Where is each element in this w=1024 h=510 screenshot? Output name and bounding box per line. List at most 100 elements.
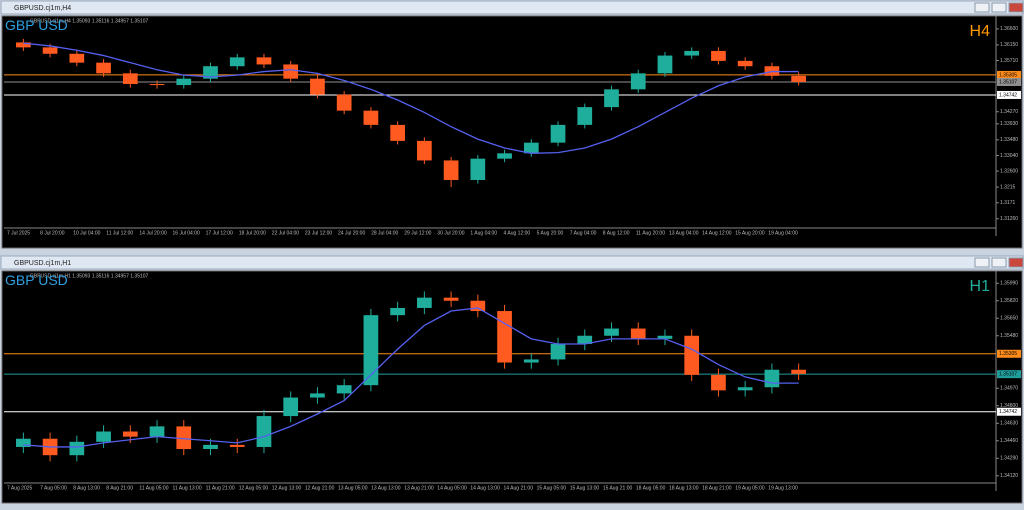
price-label: 1.35107 — [999, 371, 1017, 377]
x-tick-label: 13 Aug 04:00 — [669, 230, 699, 236]
candle-body — [203, 66, 218, 79]
window-button[interactable] — [974, 257, 990, 268]
candle-body — [336, 385, 352, 394]
y-tick-label: 1.36150 — [1000, 42, 1018, 48]
candle-body — [256, 416, 272, 447]
candle-body — [256, 57, 272, 65]
timeframe-label: H1 — [970, 278, 991, 295]
candle-body — [550, 343, 566, 360]
candle-body — [363, 110, 379, 125]
candle-body — [176, 78, 192, 86]
candle-body — [283, 397, 299, 417]
x-tick-label: 8 Aug 21:00 — [106, 485, 133, 491]
candle-body — [550, 124, 566, 143]
chart-area — [1, 15, 1023, 249]
candle-body — [176, 426, 192, 450]
x-tick-label: 14 Aug 05:00 — [437, 485, 467, 491]
candle-body — [283, 64, 299, 79]
x-tick-label: 29 Jul 12:00 — [404, 230, 431, 236]
title-bar — [0, 0, 1024, 15]
x-tick-label: 19 Aug 04:00 — [768, 230, 798, 236]
candle-body — [443, 297, 459, 301]
candle-body — [684, 335, 700, 375]
candle-body — [229, 57, 245, 67]
y-tick-label: 1.33480 — [1000, 137, 1018, 143]
y-tick-label: 1.35480 — [1000, 333, 1018, 339]
x-tick-label: 19 Aug 05:00 — [735, 485, 765, 491]
x-tick-label: 13 Aug 13:00 — [371, 485, 401, 491]
x-tick-label: 28 Jul 04:00 — [371, 230, 398, 236]
y-tick-label: 1.3215 — [1000, 184, 1016, 190]
candle-body — [16, 42, 31, 48]
candle-body — [390, 307, 405, 316]
x-tick-label: 7 Jul 2025 — [7, 230, 30, 236]
x-tick-label: 7 Aug 04:00 — [570, 230, 597, 236]
price-label: 1.34742 — [999, 92, 1017, 98]
x-tick-label: 12 Aug 21:00 — [305, 485, 335, 491]
candle-body — [630, 328, 646, 339]
price-label: 1.35107 — [999, 79, 1017, 85]
candle-body — [577, 107, 593, 125]
y-tick-label: 1.35710 — [1000, 58, 1018, 64]
window-button[interactable] — [1008, 257, 1024, 268]
moving-average — [23, 307, 799, 448]
candle-body — [69, 53, 85, 63]
y-tick-label: 1.3171 — [1000, 200, 1016, 206]
window-button[interactable] — [991, 257, 1007, 268]
candle-body — [149, 84, 165, 86]
y-tick-label: 1.34970 — [1000, 386, 1018, 392]
price-label-box — [997, 349, 1021, 358]
y-tick-label: 1.36600 — [1000, 26, 1018, 32]
x-tick-label: 11 Aug 20:00 — [636, 230, 665, 236]
symbol-label: GBP USD — [5, 17, 68, 33]
candle-body — [363, 315, 379, 386]
candle-body — [737, 60, 753, 67]
x-tick-label: 12 Aug 05:00 — [239, 485, 269, 491]
candle-body — [443, 160, 459, 180]
x-tick-label: 5 Aug 20:00 — [537, 230, 564, 236]
window-title: GBPUSD.cj1m,H1 — [14, 260, 71, 267]
candle-body — [203, 444, 218, 450]
x-tick-label: 7 Aug 05:00 — [40, 485, 67, 491]
x-tick-label: 24 Jul 20:00 — [338, 230, 365, 236]
candle-body — [42, 47, 58, 54]
candle-body — [630, 73, 646, 90]
candle-body — [791, 369, 806, 374]
price-label-box — [997, 77, 1021, 86]
window-button[interactable] — [974, 2, 990, 13]
y-tick-label: 1.34800 — [1000, 403, 1018, 409]
x-tick-label: 10 Jul 04:00 — [73, 230, 100, 236]
candle-body — [310, 78, 325, 95]
x-tick-label: 18 Aug 13:00 — [669, 485, 699, 491]
candle-body — [711, 50, 726, 61]
price-label-box — [997, 70, 1021, 79]
x-tick-label: 18 Aug 21:00 — [702, 485, 732, 491]
candle-body — [122, 431, 138, 437]
timeframe-label: H4 — [970, 23, 991, 40]
window-button[interactable] — [1008, 2, 1024, 13]
candle-body — [96, 62, 111, 74]
candle-body — [523, 142, 539, 154]
candle-body — [657, 55, 673, 74]
x-tick-label: 11 Aug 05:00 — [139, 485, 168, 491]
x-tick-label: 8 Aug 13:00 — [73, 485, 100, 491]
candle-body — [390, 124, 405, 141]
x-tick-label: 30 Jul 20:00 — [437, 230, 464, 236]
candle-body — [336, 94, 352, 111]
x-tick-label: 15 Aug 20:00 — [735, 230, 765, 236]
candle-body — [310, 393, 325, 398]
candle-body — [684, 50, 700, 56]
candle-body — [69, 441, 85, 456]
candle-body — [604, 89, 619, 108]
y-tick-label: 1.34290 — [1000, 456, 1018, 462]
x-tick-label: 4 Aug 12:00 — [504, 230, 531, 236]
x-tick-label: 18 Aug 05:00 — [636, 485, 666, 491]
window-button[interactable] — [991, 2, 1007, 13]
x-tick-label: 8 Aug 12:00 — [603, 230, 630, 236]
y-tick-label: 1.35650 — [1000, 316, 1018, 322]
price-label-box — [997, 370, 1021, 379]
x-tick-label: 15 Aug 21:00 — [603, 485, 633, 491]
x-tick-label: 11 Jul 12:00 — [106, 230, 133, 236]
